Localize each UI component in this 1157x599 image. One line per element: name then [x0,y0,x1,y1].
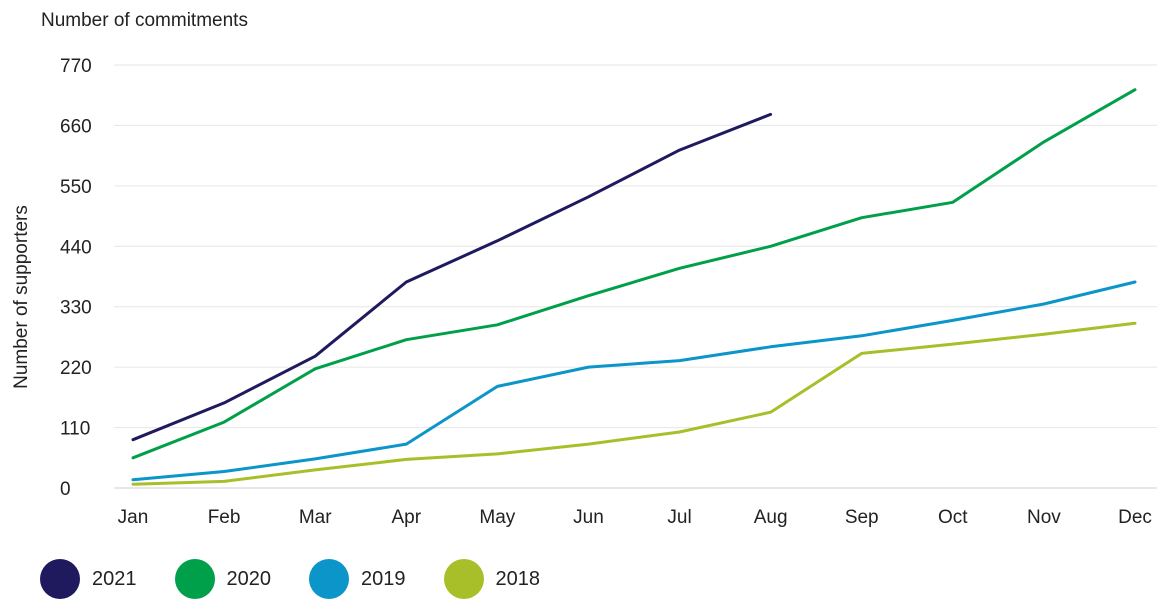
x-tick-label: Nov [1027,507,1061,528]
series-lines [131,88,1137,486]
x-tick-label: Aug [754,507,788,528]
legend-label: 2018 [495,567,541,590]
x-tick-label: May [479,507,515,528]
x-tick-label: Mar [299,507,332,528]
series-line-2020 [131,88,1137,460]
y-tick-label: 660 [60,116,92,137]
legend-swatch [174,559,215,599]
x-tick-label: Oct [938,507,968,528]
y-tick-label: 770 [60,56,92,77]
legend-item-2019: 2019 [309,545,406,599]
x-tick-label: Jan [118,507,149,528]
legend-item-2021: 2021 [40,545,137,599]
y-tick-label: 220 [60,358,92,379]
legend-label: 2020 [226,567,272,590]
legend: 2021 2020 2019 2018 [40,557,578,599]
x-tick-label: Feb [208,507,241,528]
x-tick-label: Sep [845,507,879,528]
y-axis-title: Number of supporters [11,205,32,389]
x-tick-labels: Jan Feb Mar Apr May Jun Jul Aug Sep Oct Nov Dec [118,507,1152,528]
y-tick-label: 330 [60,298,92,319]
y-tick-labels: 0 110 220 330 440 550 660 770 [60,56,92,500]
y-tick-label: 440 [60,237,92,258]
y-tick-label: 0 [60,479,71,500]
legend-item-2018: 2018 [443,545,541,599]
legend-item-2020: 2020 [174,545,272,599]
legend-label: 2019 [361,567,406,590]
x-tick-label: Jun [573,507,604,528]
x-tick-label: Jul [667,507,691,528]
legend-swatch [40,559,80,599]
grid-lines [114,64,1157,489]
chart-caption: Number of commitments [41,10,248,31]
legend-label: 2021 [92,567,137,590]
legend-swatch [443,559,484,599]
x-tick-label: Dec [1118,507,1152,528]
series-line-2018 [131,321,1137,486]
series-line-2019 [131,280,1137,482]
x-tick-label: Apr [391,507,421,528]
y-tick-label: 550 [60,177,92,198]
y-tick-label: 110 [60,419,90,440]
series-line-2021 [131,112,773,442]
legend-swatch [309,559,349,599]
